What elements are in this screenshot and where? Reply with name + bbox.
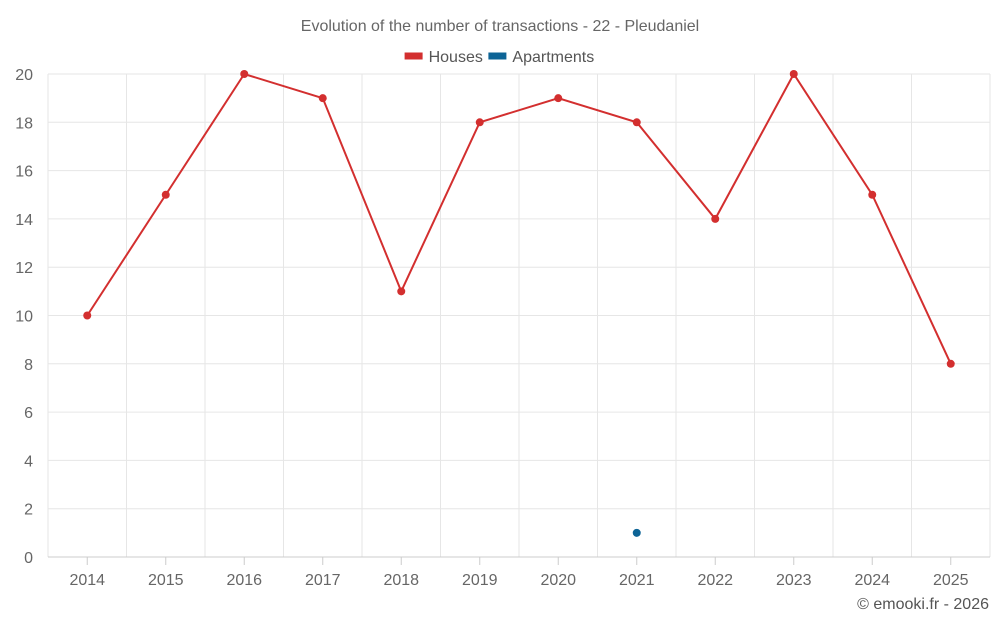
x-tick-label: 2020 <box>540 572 576 589</box>
legend-label-houses[interactable]: Houses <box>429 49 483 66</box>
y-tick-label: 6 <box>24 405 33 422</box>
x-tick-label: 2015 <box>148 572 184 589</box>
y-tick-label: 16 <box>15 164 33 181</box>
data-point[interactable] <box>868 190 877 199</box>
series-line <box>86 72 952 365</box>
legend-swatch-apartments <box>488 52 507 60</box>
series-layer <box>83 70 955 537</box>
y-tick-label: 14 <box>15 212 33 229</box>
y-tick-label: 20 <box>15 67 33 84</box>
legend: Houses Apartments <box>404 49 594 66</box>
y-tick-label: 12 <box>15 260 33 277</box>
data-point[interactable] <box>83 311 92 320</box>
legend-swatch-houses <box>404 52 423 60</box>
x-tick-label: 2014 <box>69 572 105 589</box>
data-point[interactable] <box>161 190 170 199</box>
x-tick-label: 2025 <box>933 572 969 589</box>
x-tick-label: 2022 <box>697 572 733 589</box>
chart-title: Evolution of the number of transactions … <box>301 18 699 35</box>
series-apartments <box>632 528 641 537</box>
data-point[interactable] <box>632 528 641 537</box>
y-tick-label: 18 <box>15 115 33 132</box>
data-point[interactable] <box>475 118 484 127</box>
data-point[interactable] <box>789 70 798 78</box>
credit-text: © emooki.fr - 2026 <box>857 596 989 613</box>
x-tick-label: 2023 <box>776 572 812 589</box>
data-point[interactable] <box>554 94 563 103</box>
y-tick-label: 10 <box>15 309 33 326</box>
y-tick-label: 4 <box>24 453 33 470</box>
data-point[interactable] <box>397 287 406 296</box>
x-tick-label: 2017 <box>305 572 341 589</box>
y-tick-label: 8 <box>24 357 33 374</box>
legend-label-apartments[interactable]: Apartments <box>512 49 594 66</box>
y-tick-label: 0 <box>24 550 33 567</box>
series-houses <box>83 70 955 368</box>
grid <box>47 73 991 557</box>
data-point[interactable] <box>240 70 249 78</box>
data-point[interactable] <box>318 94 327 103</box>
axes: 0 2 4 6 8 10 12 14 16 18 20 2014 2015 2016 2017 2018 201… <box>15 67 990 589</box>
x-tick-label: 2021 <box>619 572 655 589</box>
x-tick-label: 2018 <box>383 572 419 589</box>
data-point[interactable] <box>711 214 720 223</box>
x-tick-label: 2016 <box>226 572 262 589</box>
y-tick-label: 2 <box>24 502 33 519</box>
x-tick-label: 2024 <box>854 572 890 589</box>
data-point[interactable] <box>632 118 641 127</box>
data-point[interactable] <box>946 359 955 368</box>
x-tick-label: 2019 <box>462 572 498 589</box>
